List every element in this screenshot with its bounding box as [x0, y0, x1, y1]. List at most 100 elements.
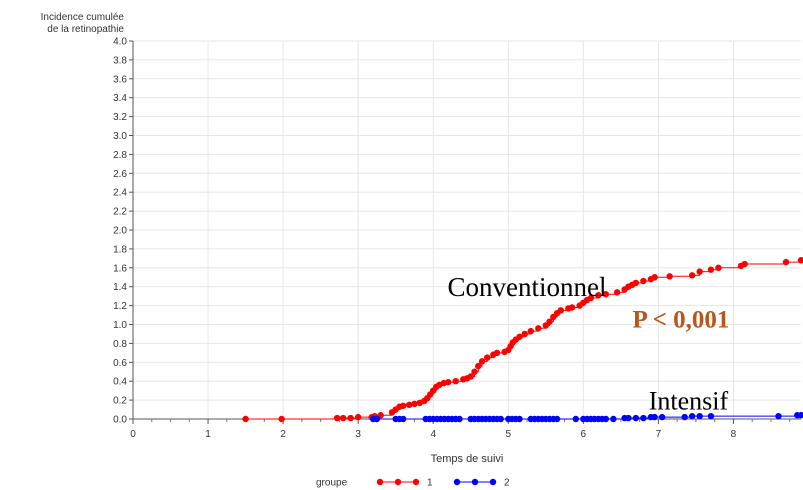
data-point-1 — [696, 268, 703, 275]
data-point-2 — [707, 412, 715, 420]
data-point-1 — [354, 413, 362, 421]
data-point-2 — [516, 415, 523, 423]
data-point-1 — [478, 358, 486, 365]
y-tick-label: 2.0 — [113, 226, 127, 237]
y-tick-label: 3.0 — [113, 131, 127, 142]
legend-marker — [489, 478, 497, 486]
data-point-1 — [452, 378, 459, 385]
data-point-1 — [741, 260, 748, 268]
data-point-1 — [527, 327, 534, 335]
data-point-2 — [651, 413, 658, 421]
series-2 — [369, 412, 803, 423]
series-1 — [242, 257, 803, 423]
x-tick-label: 6 — [581, 429, 587, 440]
legend-entry-2: 2 — [453, 478, 510, 489]
data-point-1 — [595, 292, 602, 299]
data-point-1 — [797, 257, 803, 264]
x-tick-label: 3 — [355, 429, 361, 440]
data-point-1 — [347, 414, 354, 422]
legend-entry-1: 1 — [376, 478, 433, 489]
data-point-2 — [602, 415, 610, 423]
data-point-1 — [493, 349, 501, 357]
data-point-1 — [467, 373, 474, 380]
x-tick-label: 8 — [731, 429, 737, 440]
data-point-1 — [484, 354, 491, 361]
data-point-2 — [625, 414, 632, 422]
data-point-1 — [535, 325, 542, 332]
data-point-1 — [406, 401, 413, 409]
x-tick-label: 2 — [280, 429, 286, 440]
x-tick-label: 4 — [430, 429, 436, 440]
x-tick-label: 1 — [205, 429, 211, 440]
data-point-2 — [696, 412, 703, 420]
legend-marker — [376, 478, 384, 486]
y-axis-ticks: 0.0 0.2 0.4 0.6 0.8 1.0 1.2 1.4 1.6 1.8 2.0 2.2 2.4 2… — [113, 37, 133, 426]
data-point-1 — [400, 402, 407, 409]
data-point-1 — [557, 307, 565, 314]
data-point-1 — [707, 266, 715, 273]
data-series — [242, 257, 803, 423]
y-axis-label: Incidence cumulée de la retinopathie — [41, 12, 125, 35]
data-point-1 — [445, 378, 452, 386]
data-point-1 — [568, 304, 576, 311]
data-point-1 — [666, 273, 673, 280]
data-point-2 — [400, 415, 407, 423]
data-point-1 — [333, 414, 341, 422]
y-tick-label: 3.8 — [113, 55, 127, 66]
y-tick-label: 3.4 — [113, 93, 127, 104]
data-point-1 — [715, 264, 722, 271]
y-axis-label-line-1: Incidence cumulée — [41, 12, 125, 23]
y-tick-label: 4.0 — [113, 37, 127, 48]
y-tick-label: 2.2 — [113, 207, 127, 218]
data-point-1 — [546, 318, 553, 325]
data-point-2 — [681, 413, 688, 421]
y-tick-label: 3.6 — [113, 74, 127, 85]
data-point-2 — [456, 415, 463, 423]
annotation-1: P < 0,001 — [632, 306, 729, 333]
annotation-0: Conventionnel — [448, 272, 607, 302]
legend-marker — [394, 478, 402, 486]
y-tick-label: 0.6 — [113, 358, 127, 369]
data-point-2 — [688, 412, 696, 420]
data-point-1 — [613, 289, 621, 296]
data-point-1 — [688, 272, 696, 279]
data-point-1 — [602, 291, 610, 298]
data-point-2 — [553, 415, 561, 423]
legend-title: groupe — [316, 478, 348, 489]
data-point-1 — [632, 279, 640, 287]
legend-marker — [412, 478, 420, 486]
x-tick-label: 0 — [130, 429, 136, 440]
grid-lines — [132, 40, 801, 420]
y-tick-label: 0.0 — [113, 415, 127, 426]
data-point-1 — [339, 414, 347, 422]
y-tick-label: 2.8 — [113, 150, 127, 161]
x-tick-label: 7 — [656, 429, 662, 440]
legend-marker — [453, 478, 461, 486]
data-point-2 — [640, 414, 647, 422]
data-point-2 — [797, 412, 803, 419]
data-point-2 — [610, 415, 617, 423]
data-point-1 — [640, 277, 647, 285]
y-tick-label: 0.8 — [113, 339, 127, 350]
data-point-1 — [471, 368, 478, 375]
data-point-2 — [572, 415, 580, 423]
data-point-1 — [587, 294, 595, 302]
y-tick-label: 2.6 — [113, 169, 127, 180]
y-tick-label: 3.2 — [113, 112, 127, 123]
legend-label: 2 — [504, 478, 510, 489]
data-point-2 — [632, 414, 640, 422]
y-tick-label: 0.4 — [113, 377, 127, 388]
data-point-1 — [242, 415, 249, 423]
legend: groupe 1 2 — [316, 478, 510, 489]
data-point-1 — [651, 274, 658, 281]
data-point-1 — [278, 415, 285, 423]
y-tick-label: 1.8 — [113, 244, 127, 255]
annotations: Conventionnel P < 0,001 Intensif — [448, 272, 730, 415]
y-tick-label: 1.0 — [113, 320, 127, 331]
y-tick-label: 2.4 — [113, 188, 127, 199]
data-point-2 — [658, 413, 666, 421]
y-axis-label-line-2: de la retinopathie — [47, 24, 124, 35]
legend-marker — [471, 478, 479, 486]
data-point-1 — [411, 400, 418, 408]
